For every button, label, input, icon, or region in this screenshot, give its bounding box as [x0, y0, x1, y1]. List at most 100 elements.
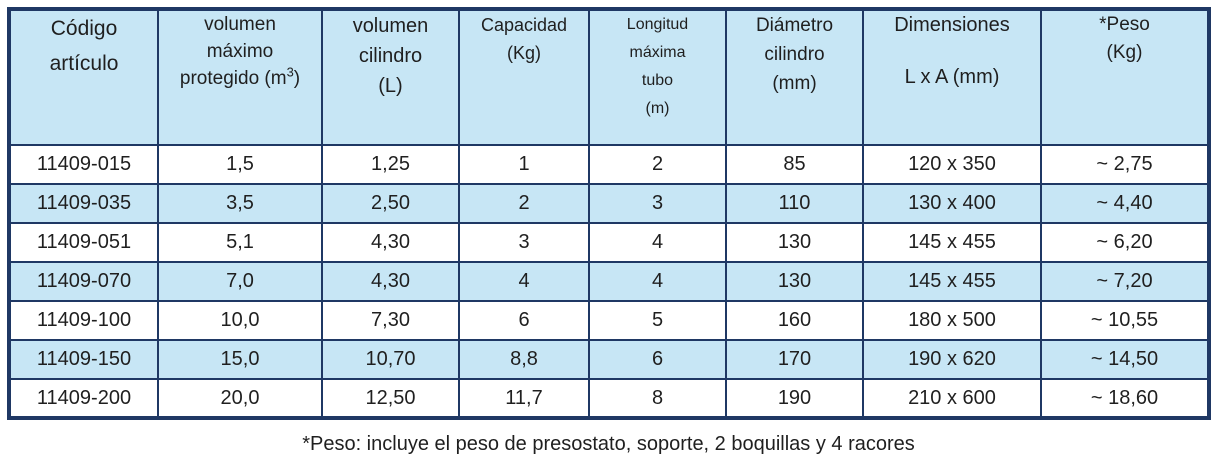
header-peso: *Peso (Kg) [1040, 8, 1210, 146]
cell-codigo: 11409-070 [8, 261, 159, 302]
cell-peso: ~ 7,20 [1040, 261, 1210, 302]
cell-diametro: 170 [725, 339, 864, 380]
header-longitud-maxima-tubo: Longitud máxima tubo (m) [588, 8, 727, 146]
cell-diametro: 110 [725, 183, 864, 224]
cell-diametro: 160 [725, 300, 864, 341]
cell-capacidad: 3 [458, 222, 590, 263]
cell-codigo: 11409-051 [8, 222, 159, 263]
cell-capacidad: 1 [458, 144, 590, 185]
cell-codigo: 11409-035 [8, 183, 159, 224]
cell-dimensiones: 190 x 620 [862, 339, 1042, 380]
cell-peso: ~ 2,75 [1040, 144, 1210, 185]
table-header: Código artículo volumen máximo protegido… [8, 8, 1210, 146]
header-line: volumen [204, 14, 276, 35]
cell-dimensiones: 145 x 455 [862, 261, 1042, 302]
product-spec-table: Código artículo volumen máximo protegido… [7, 7, 1211, 420]
cell-longitud-tubo: 3 [588, 183, 727, 224]
header-line: *Peso [1099, 14, 1150, 35]
cell-capacidad: 6 [458, 300, 590, 341]
cell-volumen-cilindro: 12,50 [321, 378, 460, 419]
cell-volumen-cilindro: 4,30 [321, 222, 460, 263]
table-body: 11409-015 1,5 1,25 1 2 85 120 x 350 ~ 2,… [8, 144, 1210, 419]
cell-volumen-protegido: 1,5 [157, 144, 323, 185]
cell-dimensiones: 180 x 500 [862, 300, 1042, 341]
cell-capacidad: 2 [458, 183, 590, 224]
cell-diametro: 85 [725, 144, 864, 185]
header-line: artículo [49, 52, 119, 75]
table-row: 11409-150 15,0 10,70 8,8 6 170 190 x 620… [8, 339, 1210, 380]
header-line: cilindro [358, 45, 423, 67]
cell-capacidad: 8,8 [458, 339, 590, 380]
cell-volumen-protegido: 15,0 [157, 339, 323, 380]
header-line-part: ) [293, 68, 301, 89]
header-line: tubo [641, 72, 674, 89]
header-line: máximo [206, 41, 274, 62]
cell-volumen-cilindro: 1,25 [321, 144, 460, 185]
header-volumen-cilindro: volumen cilindro (L) [321, 8, 460, 146]
cell-codigo: 11409-200 [8, 378, 159, 419]
superscript-3: 3 [286, 64, 294, 80]
cell-volumen-protegido: 7,0 [157, 261, 323, 302]
cell-dimensiones: 210 x 600 [862, 378, 1042, 419]
cell-volumen-protegido: 5,1 [157, 222, 323, 263]
cell-diametro: 190 [725, 378, 864, 419]
cell-longitud-tubo: 6 [588, 339, 727, 380]
cell-volumen-cilindro: 2,50 [321, 183, 460, 224]
cell-volumen-protegido: 3,5 [157, 183, 323, 224]
cell-diametro: 130 [725, 261, 864, 302]
cell-volumen-cilindro: 4,30 [321, 261, 460, 302]
cell-peso: ~ 10,55 [1040, 300, 1210, 341]
header-line: máxima [629, 44, 686, 61]
cell-capacidad: 11,7 [458, 378, 590, 419]
header-line: Dimensiones [894, 14, 1010, 36]
peso-footnote: *Peso: incluye el peso de presostato, so… [302, 433, 915, 455]
table-row: 11409-051 5,1 4,30 3 4 130 145 x 455 ~ 6… [8, 222, 1210, 263]
header-line: Diámetro [755, 15, 834, 36]
cell-longitud-tubo: 4 [588, 261, 727, 302]
header-line: Capacidad [480, 15, 568, 35]
header-line: L x A (mm) [904, 66, 1000, 88]
cell-codigo: 11409-100 [8, 300, 159, 341]
header-line: protegido (m3) [159, 65, 321, 92]
cell-longitud-tubo: 4 [588, 222, 727, 263]
cell-peso: ~ 6,20 [1040, 222, 1210, 263]
header-codigo-articulo: Código artículo [8, 8, 159, 146]
cell-longitud-tubo: 8 [588, 378, 727, 419]
cell-dimensiones: 130 x 400 [862, 183, 1042, 224]
header-line-part: protegido (m [179, 68, 287, 89]
cell-volumen-cilindro: 7,30 [321, 300, 460, 341]
cell-volumen-protegido: 20,0 [157, 378, 323, 419]
cell-capacidad: 4 [458, 261, 590, 302]
cell-dimensiones: 120 x 350 [862, 144, 1042, 185]
table-row: 11409-015 1,5 1,25 1 2 85 120 x 350 ~ 2,… [8, 144, 1210, 185]
table-row: 11409-100 10,0 7,30 6 5 160 180 x 500 ~ … [8, 300, 1210, 341]
header-line: cilindro [764, 44, 825, 65]
cell-peso: ~ 18,60 [1040, 378, 1210, 419]
header-line: (mm) [772, 73, 817, 94]
cell-volumen-protegido: 10,0 [157, 300, 323, 341]
header-line: Código [50, 17, 118, 40]
cell-peso: ~ 4,40 [1040, 183, 1210, 224]
cell-longitud-tubo: 5 [588, 300, 727, 341]
cell-codigo: 11409-015 [8, 144, 159, 185]
header-capacidad: Capacidad (Kg) [458, 8, 590, 146]
cell-volumen-cilindro: 10,70 [321, 339, 460, 380]
header-volumen-maximo-protegido: volumen máximo protegido (m3) [157, 8, 323, 146]
header-row: Código artículo volumen máximo protegido… [8, 8, 1210, 146]
table-row: 11409-070 7,0 4,30 4 4 130 145 x 455 ~ 7… [8, 261, 1210, 302]
header-line: Longitud [626, 16, 689, 33]
header-line: (L) [378, 75, 403, 97]
cell-codigo: 11409-150 [8, 339, 159, 380]
header-line: (m) [645, 100, 670, 117]
header-line: (Kg) [1106, 42, 1143, 63]
header-line: (Kg) [506, 43, 541, 63]
header-line: volumen [352, 15, 429, 37]
table-row: 11409-200 20,0 12,50 11,7 8 190 210 x 60… [8, 378, 1210, 419]
header-diametro-cilindro: Diámetro cilindro (mm) [725, 8, 864, 146]
cell-diametro: 130 [725, 222, 864, 263]
cell-longitud-tubo: 2 [588, 144, 727, 185]
cell-peso: ~ 14,50 [1040, 339, 1210, 380]
cell-dimensiones: 145 x 455 [862, 222, 1042, 263]
table-row: 11409-035 3,5 2,50 2 3 110 130 x 400 ~ 4… [8, 183, 1210, 224]
